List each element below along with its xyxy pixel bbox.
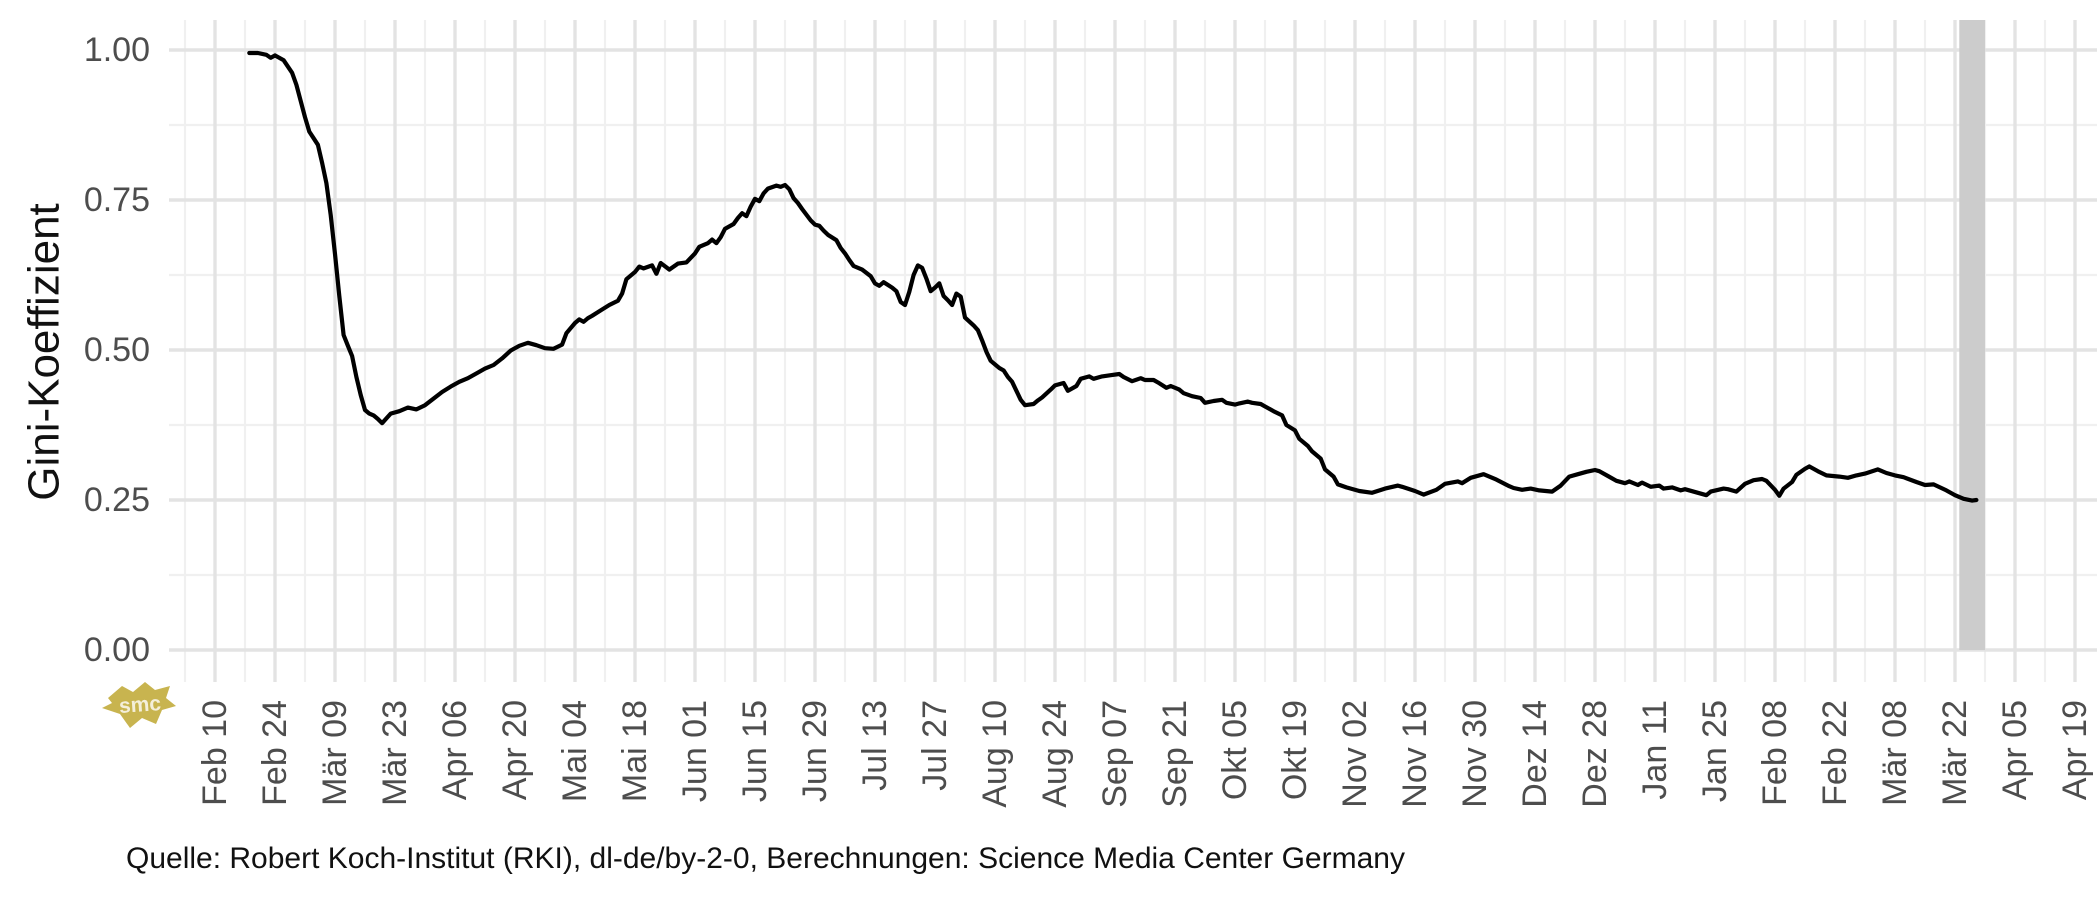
x-tick-label: Apr 06 (436, 700, 474, 800)
x-tick-label: Nov 02 (1336, 700, 1374, 808)
x-tick-label: Mai 04 (556, 700, 594, 802)
source-caption: Quelle: Robert Koch-Institut (RKI), dl-d… (126, 842, 1405, 875)
x-tick-label: Aug 24 (1036, 700, 1074, 808)
x-tick-label: Mär 23 (376, 700, 414, 806)
x-tick-label: Jun 01 (676, 700, 714, 802)
x-tick-label: Nov 30 (1456, 700, 1494, 808)
major-gridlines (169, 20, 2097, 682)
x-tick-label: Dez 28 (1576, 700, 1614, 808)
x-tick-label: Feb 08 (1756, 700, 1794, 806)
y-tick-label: 0.25 (84, 481, 150, 519)
x-tick-label: Aug 10 (976, 700, 1014, 808)
x-tick-label: Jun 29 (796, 700, 834, 802)
x-tick-label: Feb 22 (1816, 700, 1854, 806)
x-tick-label: Jul 13 (856, 700, 894, 791)
x-tick-label: Nov 16 (1396, 700, 1434, 808)
x-tick-label: Mär 08 (1876, 700, 1914, 806)
gini-series-line (247, 50, 1979, 503)
smc-logo-text: smc (118, 692, 162, 718)
x-axis-tick-labels: Feb 10 Feb 24 Mär 09 Mär 23 Apr 06 Apr 20 Mai … (196, 700, 2094, 808)
x-tick-label: Okt 05 (1216, 700, 1254, 800)
x-tick-label: Sep 07 (1096, 700, 1134, 808)
x-tick-label: Okt 19 (1276, 700, 1314, 800)
x-tick-label: Apr 20 (496, 700, 534, 800)
y-tick-label: 0.00 (84, 631, 150, 669)
x-tick-label: Jun 15 (736, 700, 774, 802)
highlight-band (1959, 20, 1985, 650)
x-tick-label: Mai 18 (616, 700, 654, 802)
x-tick-label: Mär 22 (1936, 700, 1974, 806)
x-tick-label: Apr 19 (2056, 700, 2094, 800)
y-tick-label: 1.00 (84, 31, 150, 69)
x-tick-label: Feb 10 (196, 700, 234, 806)
x-tick-label: Sep 21 (1156, 700, 1194, 808)
y-axis-tick-labels: 0.00 0.25 0.50 0.75 1.00 (84, 31, 150, 669)
x-tick-label: Mär 09 (316, 700, 354, 806)
x-tick-label: Jul 27 (916, 700, 954, 791)
x-tick-label: Jan 11 (1636, 700, 1674, 800)
smc-logo: smc (102, 682, 176, 728)
x-tick-label: Dez 14 (1516, 700, 1554, 808)
y-tick-label: 0.50 (84, 331, 150, 369)
smc-logo-star-shape (102, 682, 176, 728)
x-tick-label: Feb 24 (256, 700, 294, 806)
x-tick-label: Jan 25 (1696, 700, 1734, 802)
y-axis-title: Gini-Koeffizient (20, 203, 69, 501)
x-tick-label: Apr 05 (1996, 700, 2034, 800)
y-tick-label: 0.75 (84, 181, 150, 219)
